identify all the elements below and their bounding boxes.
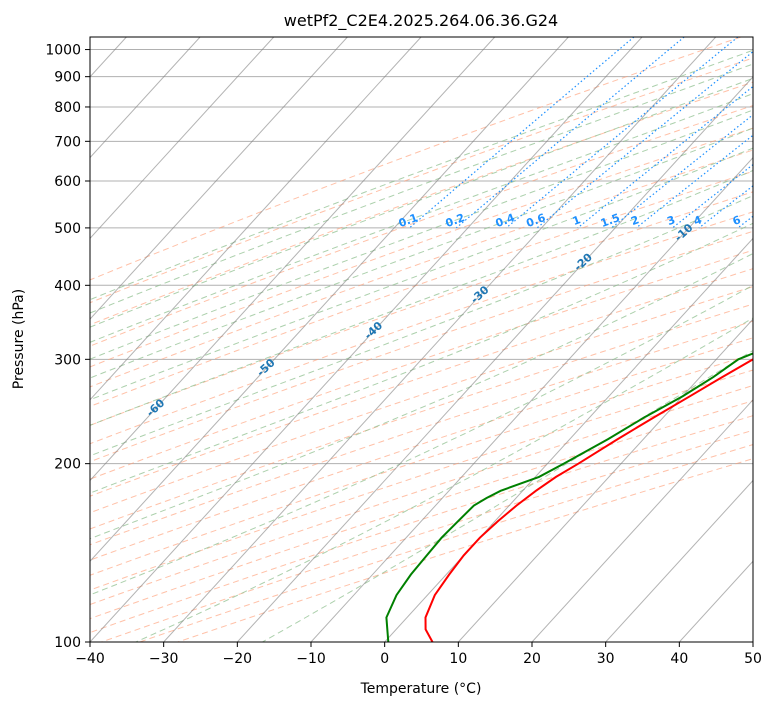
isotherm-line	[90, 37, 643, 642]
sounding-series	[385, 352, 753, 642]
mixing-ratio-label: 3	[665, 213, 677, 228]
isotherm-line	[605, 479, 753, 642]
mixing-ratio-line	[577, 85, 753, 229]
mixing-ratio-label: 2	[629, 213, 641, 228]
plot-area: 0.10.20.40.611.52346810131620253036-100-…	[90, 37, 753, 642]
isotherm-line	[90, 37, 496, 482]
mixing-ratio-label: 6	[731, 213, 743, 228]
x-tick-label: −40	[75, 651, 105, 667]
isotherm-line	[90, 37, 569, 563]
isotherm-line	[457, 318, 753, 642]
dry-adiabat-line	[90, 320, 753, 546]
moist-adiabats	[90, 49, 753, 642]
moist-adiabat-line	[90, 63, 753, 314]
mixing-ratio-line	[455, 37, 685, 229]
x-tick-label: 20	[523, 651, 541, 667]
mixing-ratio-label: 1.5	[599, 211, 622, 230]
dewpoint-profile-line	[385, 352, 753, 642]
y-tick-label: 100	[54, 635, 81, 651]
x-tick-label: −30	[149, 651, 179, 667]
dry-adiabat-line	[90, 303, 753, 530]
y-tick-label: 800	[54, 100, 81, 116]
mixing-ratio-label: 0.1	[397, 211, 420, 230]
moist-adiabat-line	[90, 147, 753, 401]
mixing-ratio-label: 4	[692, 213, 704, 228]
mixing-ratio-label: 0.4	[494, 211, 517, 230]
x-axis-ticks: −40 −30 −20 −10 0 10 20 30 40 50	[75, 642, 762, 667]
dry-adiabat-line	[90, 57, 753, 304]
y-axis-ticks: 100 200 300 400 500 600 700 800 900 1000	[45, 43, 90, 651]
x-axis-label: Temperature (°C)	[360, 681, 482, 697]
dry-adiabat-line	[90, 268, 753, 497]
mixing-ratio-line	[505, 37, 739, 229]
y-tick-label: 200	[54, 457, 81, 473]
y-tick-label: 600	[54, 174, 81, 190]
x-tick-label: 10	[449, 651, 467, 667]
dry-adiabat-line	[90, 211, 753, 445]
mixing-ratio-label: 1	[571, 213, 583, 228]
dry-adiabat-line	[90, 369, 753, 591]
mixing-ratio-line	[536, 50, 753, 229]
mixing-ratio-line	[409, 37, 635, 229]
plot-frame	[89, 36, 754, 643]
x-tick-label: 40	[670, 651, 688, 667]
isotherm-line	[236, 76, 753, 642]
moist-adiabat-line	[135, 317, 753, 642]
x-tick-label: 30	[597, 651, 615, 667]
mixing-ratio-line	[672, 163, 753, 229]
y-tick-label: 300	[54, 352, 81, 368]
dry-adiabat-line	[90, 149, 753, 388]
moist-adiabat-line	[90, 127, 753, 379]
dry-adiabat-line	[90, 353, 753, 576]
temperature-profile-line	[424, 358, 753, 642]
y-axis-label: Pressure (hPa)	[11, 289, 27, 389]
mixing-ratio-label: 0.2	[444, 211, 467, 230]
isotherm-line	[90, 37, 275, 240]
y-tick-label: 700	[54, 134, 81, 150]
x-tick-label: −20	[223, 651, 253, 667]
moist-adiabat-line	[262, 349, 753, 642]
isotherm-line	[163, 37, 717, 642]
isotherm-line	[90, 37, 348, 320]
moist-adiabat-line	[90, 49, 753, 301]
x-tick-label: 0	[380, 651, 389, 667]
isotherm-line	[531, 399, 753, 642]
y-tick-label: 400	[54, 278, 81, 294]
dry-adiabat-line	[90, 170, 753, 407]
moist-adiabat-line	[90, 109, 753, 360]
dry-adiabat-line	[90, 37, 742, 281]
dry-adiabat-line	[90, 127, 753, 368]
x-tick-label: −10	[296, 651, 326, 667]
chart-title: wetPf2_C2E4.2025.264.06.36.G24	[284, 11, 558, 31]
isotherm-line	[90, 37, 422, 401]
x-tick-label: 50	[744, 651, 762, 667]
y-tick-label: 500	[54, 221, 81, 237]
y-tick-label: 900	[54, 70, 81, 86]
mixing-ratio-lines	[409, 37, 753, 229]
isotherm-line	[310, 156, 753, 642]
moist-adiabat-line	[90, 93, 753, 343]
y-tick-label: 1000	[45, 43, 81, 59]
isotherm-line	[90, 37, 201, 159]
mixing-ratio-label: 0.6	[524, 211, 547, 230]
mixing-ratio-line	[611, 113, 753, 229]
